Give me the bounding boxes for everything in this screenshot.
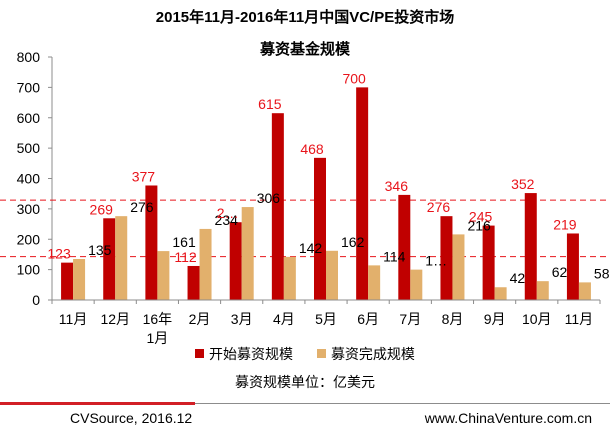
- bar-start: [566, 233, 579, 300]
- bar-complete: [115, 216, 128, 300]
- y-tick-label: 500: [17, 140, 41, 156]
- y-tick-label: 700: [17, 79, 41, 95]
- bar-complete: [452, 234, 465, 300]
- bars: [61, 87, 591, 300]
- legend-label-complete: 募资完成规模: [330, 346, 415, 362]
- data-label-complete: 216: [467, 217, 491, 233]
- x-tick-label: 4月: [273, 311, 295, 327]
- data-label-start: 269: [90, 201, 114, 217]
- y-tick-label: 100: [17, 262, 41, 278]
- data-label-start: 123: [47, 246, 71, 262]
- y-tick-label: 400: [17, 171, 41, 187]
- y-tick-label: 200: [17, 231, 41, 247]
- unit-note: 募资规模单位：亿美元: [235, 374, 375, 390]
- data-label-start: 219: [553, 216, 577, 232]
- bar-start: [61, 262, 74, 300]
- legend-item-complete: 募资完成规模: [316, 344, 415, 364]
- data-label-complete: 1…: [425, 253, 447, 269]
- x-tick-label: 5月: [315, 311, 337, 327]
- x-tick-label: 12月: [100, 311, 130, 327]
- website-text: www.ChinaVenture.com.cn: [424, 410, 592, 426]
- data-label-complete: 42: [510, 270, 526, 286]
- bar-start: [145, 185, 158, 300]
- bar-complete: [536, 281, 549, 300]
- chart-subtitle: 募资基金规模: [259, 41, 350, 58]
- data-label-complete: 234: [215, 212, 239, 228]
- x-tick-label: 10月: [522, 311, 552, 327]
- bar-start: [482, 225, 495, 300]
- data-label-complete: 114: [383, 248, 406, 264]
- data-label-start: 2…: [217, 205, 239, 221]
- data-label-complete: 142: [299, 240, 323, 256]
- x-tick-label: 6月: [357, 311, 379, 327]
- x-tick-label: 3月: [231, 311, 253, 327]
- bar-complete: [241, 207, 254, 300]
- data-label-start: 468: [300, 141, 324, 157]
- x-tick-label: 8月: [442, 311, 464, 327]
- x-tick-label: 11月: [59, 311, 88, 327]
- bar-complete: [157, 251, 170, 300]
- bar-complete: [410, 269, 423, 300]
- data-label-start: 615: [258, 96, 282, 112]
- bar-complete: [283, 256, 296, 300]
- bar-complete: [368, 265, 381, 300]
- data-label-complete: 58: [594, 265, 610, 281]
- x-axis: 11月 12月 16年 1月 2月 3月 4月 5月 6月 7月 8月 9月 10月 11月: [51, 299, 601, 345]
- data-label-complete: 162: [341, 234, 365, 250]
- x-tick-label: 11月: [565, 311, 594, 327]
- bar-start: [524, 193, 537, 300]
- bar-complete: [326, 250, 338, 300]
- legend-label-start: 开始募资规模: [209, 346, 294, 362]
- bar-start: [314, 157, 326, 300]
- bar-start: [440, 216, 453, 300]
- y-tick-label: 0: [32, 292, 40, 308]
- data-label-complete: 62: [552, 264, 568, 280]
- x-tick-label: 16年 1月: [143, 311, 173, 345]
- bar-complete: [578, 282, 591, 300]
- data-label-complete: 306: [257, 190, 281, 206]
- data-label-complete: 161: [172, 234, 196, 250]
- x-tick-label: 9月: [484, 311, 506, 327]
- y-tick-label: 600: [17, 110, 41, 126]
- footer-divider: [0, 402, 610, 405]
- bar-start: [398, 194, 411, 300]
- legend-swatch-start: [195, 349, 205, 358]
- legend-swatch-complete: [316, 349, 326, 358]
- x-tick-label: 2月: [189, 311, 211, 327]
- source-text: CVSource, 2016.12: [70, 410, 193, 426]
- data-label-complete: 276: [130, 199, 154, 215]
- data-label-complete: 135: [88, 242, 112, 258]
- bar-start: [356, 87, 369, 300]
- y-axis: 0 100 200 300 400 500 600 700 800: [17, 49, 53, 308]
- bar-chart: 0 100 200 300 400 500 600 700 800 123 135 269 276 37…: [0, 49, 610, 345]
- bar-start: [271, 113, 284, 300]
- data-label-start: 276: [427, 199, 451, 215]
- data-label-start: 700: [342, 70, 366, 86]
- data-label-start: 346: [385, 178, 409, 194]
- x-tick-label: 7月: [399, 311, 421, 327]
- bar-complete: [199, 228, 212, 300]
- bar-start: [187, 265, 200, 300]
- bar-complete: [494, 287, 507, 300]
- y-tick-label: 800: [17, 49, 41, 65]
- data-label-start: 352: [511, 176, 535, 192]
- data-label-start: 112: [174, 249, 197, 265]
- legend-item-start: 开始募资规模: [195, 344, 293, 364]
- data-label-start: 377: [132, 168, 156, 184]
- chart-title: 2015年11月-2016年11月中国VC/PE投资市场: [155, 9, 455, 26]
- bar-start: [229, 222, 242, 300]
- bar-start: [103, 218, 116, 300]
- bar-complete: [73, 258, 86, 300]
- y-tick-label: 300: [17, 201, 41, 217]
- data-label-start: 245: [469, 209, 493, 225]
- reference-lines: [0, 199, 610, 258]
- legend: 开始募资规模 募资完成规模: [0, 344, 610, 364]
